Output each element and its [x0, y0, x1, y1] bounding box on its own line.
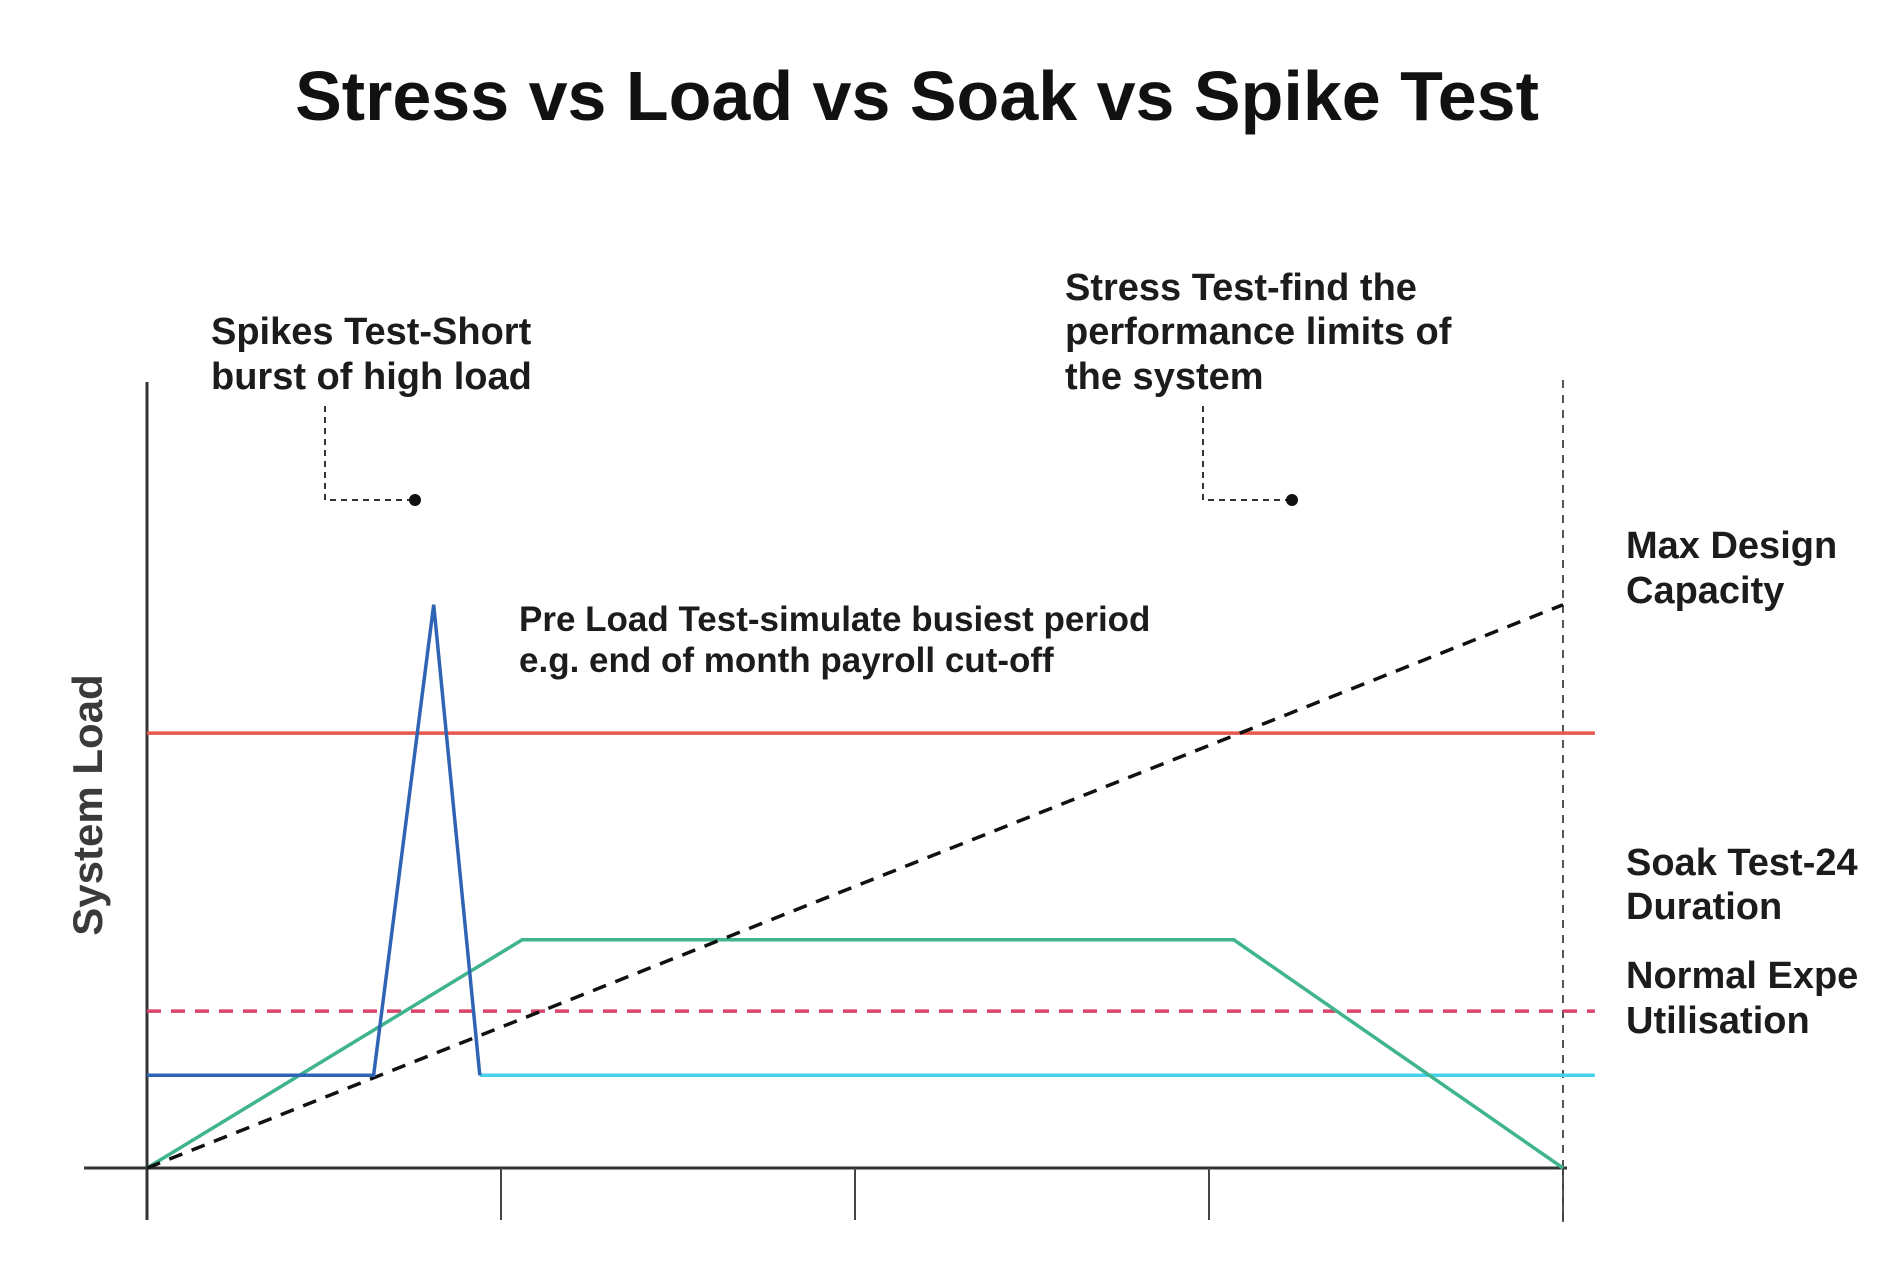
stress-annotation-line-1: Stress Test-find the: [1065, 267, 1417, 309]
soak-label: Soak Test-24 Duration: [1626, 842, 1868, 928]
spike-annotation-line-2: burst of high load: [211, 356, 532, 398]
max-design-label-line-2: Capacity: [1626, 570, 1784, 612]
chart-title: Stress vs Load vs Soak vs Spike Test: [295, 57, 1539, 135]
load-annotation-line-1: Pre Load Test-simulate busiest period: [519, 600, 1150, 639]
series-load-line: [146, 938, 1564, 1170]
annotation-leaders: [324, 406, 1298, 506]
max-design-label-line-1: Max Design: [1626, 525, 1837, 567]
normal-label: Normal Expe Utilisation: [1626, 955, 1869, 1042]
axes: [84, 380, 1567, 1222]
series-layer: [146, 603, 1595, 1170]
y-axis-label: System Load: [64, 674, 111, 935]
max-design-label: Max Design Capacity: [1626, 525, 1848, 612]
series-stress-line: [146, 603, 1564, 1170]
normal-label-line-1: Normal Expe: [1626, 955, 1858, 997]
stress-annotation: Stress Test-find the performance limits …: [1065, 267, 1462, 398]
soak-label-line-2: Duration: [1626, 886, 1782, 928]
spike-leader: [324, 406, 415, 501]
spike-annotation-line-1: Spikes Test-Short: [211, 311, 532, 353]
load-annotation: Pre Load Test-simulate busiest period e.…: [519, 600, 1160, 680]
stress-annotation-line-2: performance limits of: [1065, 311, 1452, 353]
stress-annotation-line-3: the system: [1065, 356, 1264, 398]
series-spike-line: [147, 604, 482, 1078]
load-annotation-line-2: e.g. end of month payroll cut-off: [519, 641, 1054, 680]
soak-label-line-1: Soak Test-24: [1626, 842, 1858, 884]
stress-leader: [1202, 406, 1292, 501]
stress-leader-dot: [1286, 494, 1298, 506]
spike-annotation: Spikes Test-Short burst of high load: [211, 311, 542, 398]
normal-label-line-2: Utilisation: [1626, 1000, 1810, 1042]
spike-leader-dot: [409, 494, 421, 506]
